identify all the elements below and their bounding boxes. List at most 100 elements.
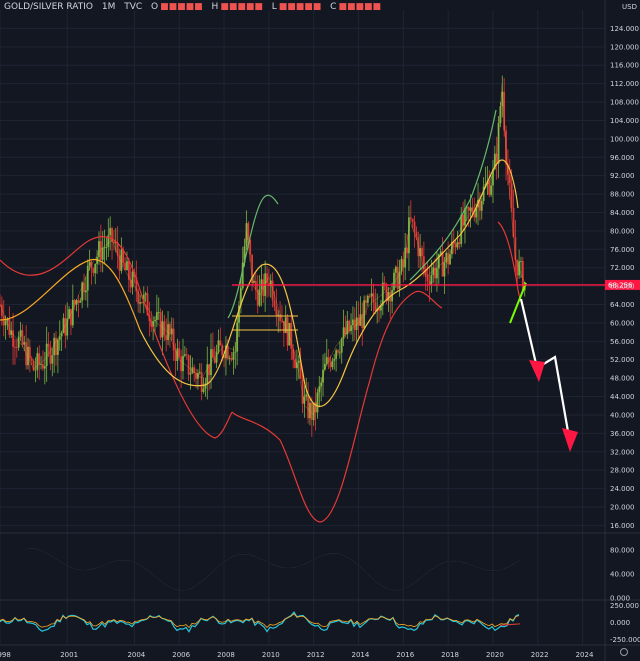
candle-body [88,261,91,266]
y-tick-label: 96.000 [610,154,635,162]
candle-body [225,345,227,359]
candle-body [154,320,156,322]
candle-body [15,347,18,348]
candle-body [45,343,48,367]
green-ma-curve-1 [227,194,279,319]
osc2-tick-label: 250.000 [610,602,639,610]
candle-body [187,355,190,375]
y-tick-label: 120.000 [610,43,639,51]
candle-body [458,242,461,244]
candle-body [518,261,521,276]
candle-body [253,280,255,283]
candle-body [490,185,492,195]
x-tick-label: 2010 [262,651,280,659]
candle-body [307,394,310,419]
candle-body [174,350,177,361]
candle-body [398,271,401,289]
candle-body [456,242,459,248]
candle-body [445,252,448,263]
candle-body [299,360,302,379]
candle-body [404,247,407,268]
candle-body [322,369,324,383]
candle-body [2,316,5,326]
horizontal-line[interactable]: 68.256 [232,279,640,290]
candle-body [241,262,244,289]
x-tick-label: 2018 [441,651,459,659]
candle-body [163,321,166,336]
price-axis[interactable]: 16.000 20.000 24.000 28.000 32.000 36.000 40.0… [610,25,640,644]
candle-body [473,213,476,218]
y-tick-label: 48.000 [610,375,635,383]
candle-body [247,223,250,240]
green-ma-curve-2 [409,109,497,281]
candle-body [400,259,403,272]
osc1-tick-label: 80.000 [610,547,635,555]
y-tick-label: 80.000 [610,227,635,235]
candle-body [144,293,147,295]
x-tick-label: 2008 [217,651,235,659]
candle-body [219,340,222,346]
candle-body [374,302,377,312]
candle-body [234,351,237,353]
candle-body [269,280,272,287]
red-ma-curve-2 [231,290,443,523]
y-tick-label: 124.000 [610,25,639,33]
candle-body [14,346,16,348]
projection-arrows[interactable] [519,298,578,452]
candle-body [258,289,261,306]
candle-body [460,215,463,244]
candle-body [514,237,517,260]
candle-body [40,364,42,365]
candle-body [271,280,274,301]
ohlc-h-value: ■■■■■ [220,2,263,12]
candle-body [434,267,436,279]
settings-icon[interactable] [620,648,628,656]
candle-body [193,367,196,374]
candle-body [27,346,29,366]
candle-body [324,363,326,370]
candle-body [249,239,252,255]
candle-body [221,345,224,356]
candle-body [51,355,54,364]
candle-body [393,272,395,291]
candle-body [281,320,283,322]
candle-body [79,300,82,303]
candle-body [333,358,336,361]
candle-body [189,373,192,375]
interval-label[interactable]: 1M [101,2,116,12]
candle-body [357,317,360,326]
y-tick-label: 24.000 [610,485,635,493]
candle-body [146,293,149,316]
candle-body [141,302,143,304]
candle-body [211,349,214,358]
candle-body [439,251,442,255]
candle-body [197,373,199,379]
candle-body [210,349,212,376]
candle-body [290,322,293,349]
candle-body [273,300,276,307]
candle-body [183,354,186,356]
candle-body [0,304,3,317]
y-tick-label: 76.000 [610,246,635,254]
candle-body [64,318,67,336]
candle-body [475,207,478,218]
candle-body [277,314,280,316]
candle-body [465,207,468,209]
candle-body [352,319,354,326]
symbol-title[interactable]: GOLD/SILVER RATIO [4,2,93,12]
ohlc-l-label: L [271,2,277,12]
candle-body [284,317,287,334]
candle-body [19,330,22,337]
candle-body [120,249,123,271]
candle-body [36,353,39,370]
candle-body [353,319,356,330]
candle-body [359,314,362,326]
candle-body [8,318,11,335]
candle-body [279,314,281,321]
y-tick-label: 92.000 [610,172,635,180]
time-axis[interactable]: 1998 2001 2004 2006 2008 2010 2012 2014 2016 2018… [0,651,594,659]
osc2-line-orange [0,613,520,629]
candle-body [430,274,433,285]
candle-body [516,259,519,276]
